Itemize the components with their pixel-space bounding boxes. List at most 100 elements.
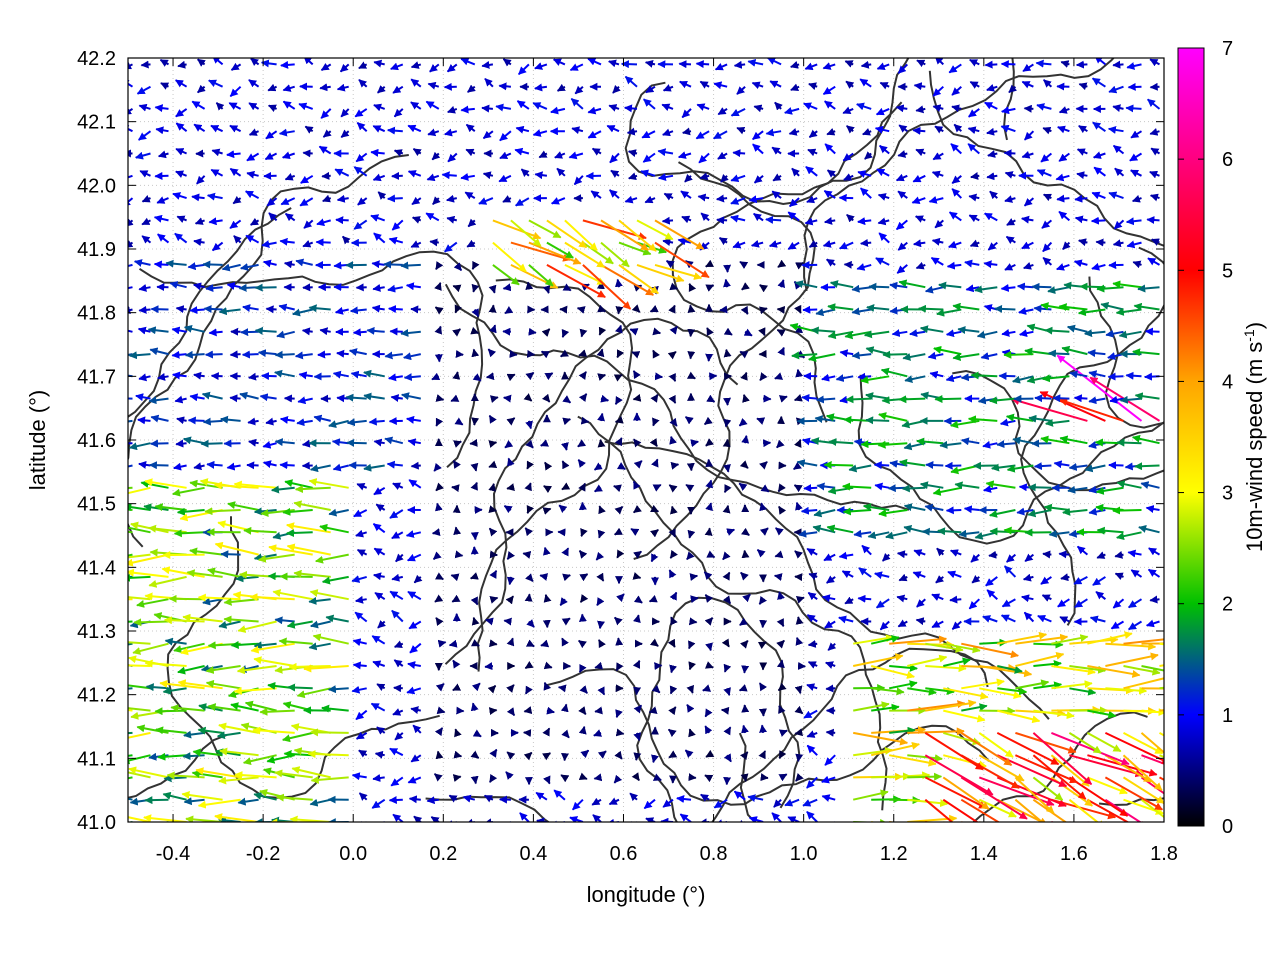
wind-vector xyxy=(799,440,800,443)
x-tick-label: 1.4 xyxy=(970,843,998,865)
wind-vector xyxy=(735,64,746,65)
y-tick-label: 41.0 xyxy=(77,812,116,834)
wind-vector xyxy=(799,688,800,693)
y-tick-label: 41.4 xyxy=(77,557,116,579)
wind-vector xyxy=(493,397,498,398)
wind-vector xyxy=(985,64,997,65)
wind-vector xyxy=(123,577,151,578)
wind-vector xyxy=(943,822,981,845)
wind-vector xyxy=(389,309,403,310)
colorbar-tick-label: 7 xyxy=(1222,38,1233,60)
wind-vector xyxy=(727,399,728,406)
wind-vector xyxy=(619,733,624,734)
wind-vector xyxy=(151,443,169,444)
wind-vector xyxy=(1015,822,1063,858)
wind-vector xyxy=(691,576,697,577)
wind-vector xyxy=(134,622,168,623)
wind-vector xyxy=(691,598,698,599)
wind-vector xyxy=(266,309,276,310)
wind-vector xyxy=(1032,287,1051,288)
wind-vector xyxy=(163,555,205,556)
wind-vector xyxy=(971,176,979,177)
wind-vector xyxy=(781,660,782,666)
wind-vector xyxy=(690,666,691,669)
wind-vector xyxy=(691,354,692,359)
wind-vector xyxy=(594,777,601,778)
wind-vector xyxy=(329,688,349,689)
wind-vector xyxy=(359,822,367,829)
x-tick-label: -0.2 xyxy=(246,843,280,865)
colorbar-tick-label: 3 xyxy=(1222,483,1233,505)
wind-vector xyxy=(511,354,517,355)
wind-vector xyxy=(482,108,493,109)
wind-vector xyxy=(907,777,941,778)
wind-vector xyxy=(722,710,727,711)
x-tick-label: 1.8 xyxy=(1150,843,1178,865)
wind-vector xyxy=(504,398,511,399)
wind-vector xyxy=(1108,376,1123,377)
wind-vector xyxy=(1004,354,1033,355)
wind-vector xyxy=(846,399,871,400)
colorbar-tick-label: 5 xyxy=(1222,260,1233,282)
wind-vector xyxy=(493,644,497,645)
wind-vector xyxy=(898,553,908,554)
wind-vector xyxy=(1004,153,1015,154)
wind-vector xyxy=(1075,398,1088,399)
wind-vector xyxy=(618,638,619,644)
wind-vector xyxy=(655,665,662,666)
wind-vector xyxy=(655,332,660,333)
colorbar xyxy=(1178,48,1204,826)
wind-vector xyxy=(276,354,295,355)
wind-vector xyxy=(204,421,223,422)
colorbar-tick-label: 2 xyxy=(1222,594,1233,616)
wind-vector xyxy=(629,822,637,829)
wind-vector xyxy=(281,64,295,65)
wind-vector xyxy=(394,688,403,689)
wind-vector xyxy=(221,554,241,555)
wind-vector xyxy=(370,421,385,422)
wind-vector xyxy=(726,350,727,354)
wind-vector xyxy=(803,310,817,311)
wind-vector xyxy=(456,527,457,532)
wind-vector xyxy=(947,510,962,511)
wind-vector xyxy=(256,287,277,288)
wind-vector xyxy=(766,219,781,220)
y-tick-label: 41.9 xyxy=(77,239,116,261)
wind-vector xyxy=(474,421,475,425)
wind-vector xyxy=(164,777,186,778)
wind-vector xyxy=(175,532,205,533)
wind-vector xyxy=(1059,554,1069,555)
wind-vector xyxy=(155,264,169,265)
wind-vector xyxy=(1109,465,1124,466)
wind-vector xyxy=(559,687,565,688)
wind-vector xyxy=(247,465,259,466)
wind-vector xyxy=(390,800,403,801)
y-tick-label: 41.7 xyxy=(77,366,116,388)
wind-vector xyxy=(457,555,463,556)
wind-vector xyxy=(866,420,889,421)
wind-vector xyxy=(726,421,727,427)
wind-vector xyxy=(950,599,961,600)
wind-vector xyxy=(371,152,385,153)
wind-vector xyxy=(1092,220,1106,221)
wind-vector xyxy=(485,666,493,667)
wind-vector xyxy=(135,822,168,829)
x-tick-label: 1.6 xyxy=(1060,843,1088,865)
wind-vector xyxy=(170,599,205,600)
wind-vector xyxy=(337,353,349,354)
wind-vector xyxy=(798,370,799,377)
wind-vector xyxy=(697,64,710,65)
wind-vector xyxy=(763,443,770,444)
wind-vector xyxy=(410,799,421,800)
wind-vector xyxy=(243,354,259,355)
wind-vector xyxy=(1135,466,1160,467)
wind-vector xyxy=(474,547,475,555)
y-tick-label: 41.6 xyxy=(77,430,116,452)
wind-vector xyxy=(204,309,222,310)
wind-vector xyxy=(727,265,728,272)
wind-vector xyxy=(1051,822,1126,844)
wind-vector xyxy=(288,687,313,688)
wind-vector xyxy=(116,398,133,399)
x-tick-label: 0.0 xyxy=(339,843,367,865)
y-tick-label: 42.0 xyxy=(77,175,116,197)
